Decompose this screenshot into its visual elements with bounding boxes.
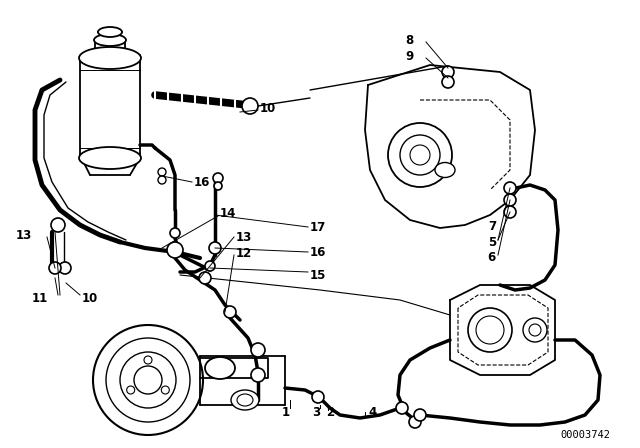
- Ellipse shape: [79, 47, 141, 69]
- Circle shape: [49, 262, 61, 274]
- Text: 6: 6: [488, 250, 496, 263]
- Circle shape: [120, 352, 176, 408]
- Text: 13: 13: [236, 231, 252, 244]
- Text: 16: 16: [194, 176, 211, 189]
- Circle shape: [93, 325, 203, 435]
- Circle shape: [134, 366, 162, 394]
- Circle shape: [59, 262, 71, 274]
- Ellipse shape: [205, 357, 235, 379]
- Circle shape: [158, 176, 166, 184]
- Ellipse shape: [237, 394, 253, 406]
- Circle shape: [409, 416, 421, 428]
- Circle shape: [251, 368, 265, 382]
- Circle shape: [523, 318, 547, 342]
- Text: 17: 17: [310, 220, 326, 233]
- Text: 4: 4: [368, 405, 376, 418]
- Ellipse shape: [94, 34, 126, 46]
- Text: 10: 10: [260, 102, 276, 115]
- Circle shape: [504, 206, 516, 218]
- Text: 9: 9: [406, 49, 414, 63]
- Circle shape: [414, 409, 426, 421]
- Ellipse shape: [79, 147, 141, 169]
- Circle shape: [312, 391, 324, 403]
- Ellipse shape: [231, 390, 259, 410]
- Text: 7: 7: [488, 220, 496, 233]
- Text: 15: 15: [310, 268, 326, 281]
- Text: 16: 16: [310, 246, 326, 258]
- Circle shape: [442, 76, 454, 88]
- Text: 2: 2: [326, 405, 334, 418]
- Circle shape: [214, 182, 222, 190]
- Circle shape: [529, 324, 541, 336]
- Circle shape: [388, 123, 452, 187]
- Circle shape: [205, 261, 215, 271]
- Text: 00003742: 00003742: [560, 430, 610, 440]
- Circle shape: [400, 135, 440, 175]
- Ellipse shape: [98, 27, 122, 37]
- Circle shape: [410, 145, 430, 165]
- Text: 11: 11: [32, 292, 48, 305]
- Text: 3: 3: [312, 405, 320, 418]
- Circle shape: [51, 218, 65, 232]
- Circle shape: [161, 386, 170, 394]
- Circle shape: [106, 338, 190, 422]
- Circle shape: [199, 272, 211, 284]
- Text: 1: 1: [282, 405, 290, 418]
- Circle shape: [468, 308, 512, 352]
- Circle shape: [396, 402, 408, 414]
- Circle shape: [170, 228, 180, 238]
- Ellipse shape: [435, 163, 455, 177]
- Text: 12: 12: [236, 246, 252, 259]
- Circle shape: [242, 98, 258, 114]
- Circle shape: [442, 66, 454, 78]
- Circle shape: [224, 306, 236, 318]
- Circle shape: [251, 343, 265, 357]
- Circle shape: [144, 356, 152, 364]
- Circle shape: [504, 194, 516, 206]
- Text: 14: 14: [220, 207, 236, 220]
- Text: 10: 10: [82, 292, 99, 305]
- Circle shape: [167, 242, 183, 258]
- Circle shape: [158, 168, 166, 176]
- Circle shape: [209, 242, 221, 254]
- Text: 13: 13: [16, 228, 32, 241]
- Circle shape: [476, 316, 504, 344]
- Circle shape: [127, 386, 134, 394]
- Circle shape: [213, 173, 223, 183]
- Circle shape: [504, 182, 516, 194]
- Text: 8: 8: [406, 34, 414, 47]
- Text: 5: 5: [488, 236, 496, 249]
